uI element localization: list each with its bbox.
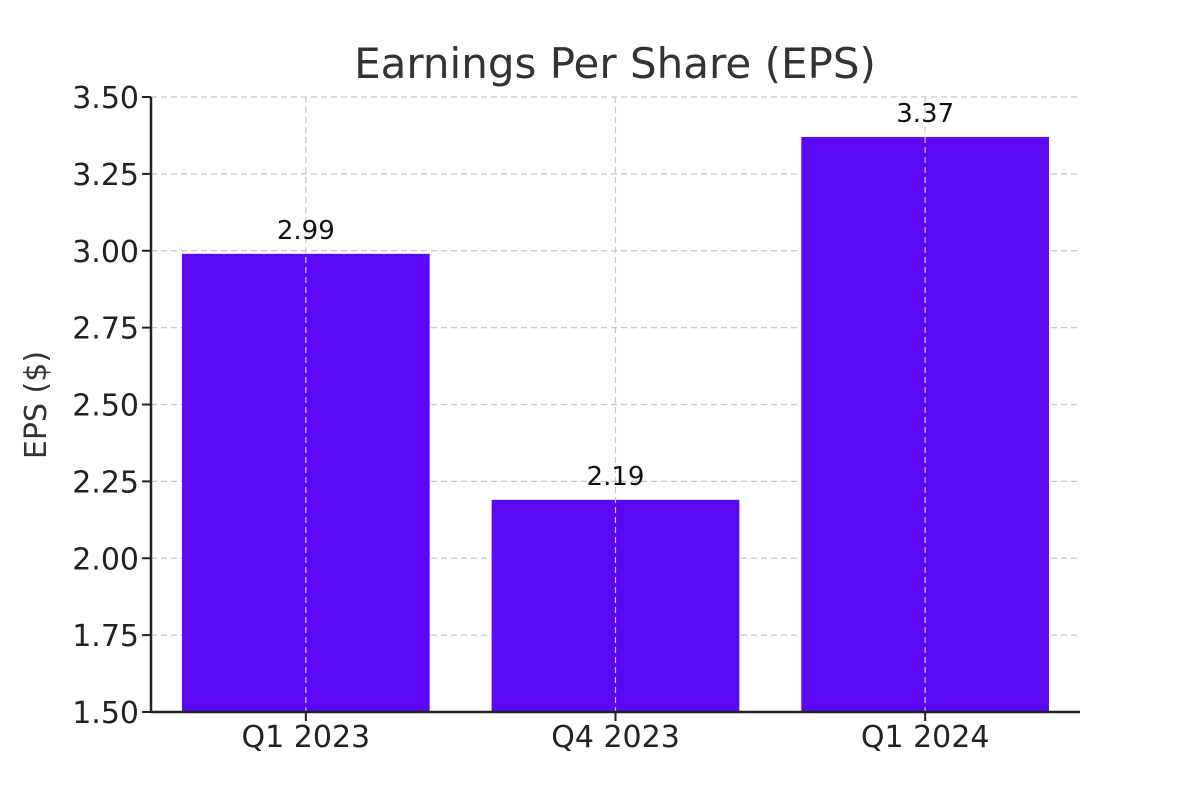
chart-title: Earnings Per Share (EPS) <box>354 39 876 88</box>
data-labels: 2.99 2.19 3.37 <box>277 99 954 492</box>
x-tick-label: Q1 2024 <box>861 720 990 755</box>
y-tick-label: 3.00 <box>72 235 139 270</box>
y-tick-label: 2.75 <box>72 312 139 347</box>
y-tick-label: 2.25 <box>72 465 139 500</box>
y-tick-label: 2.50 <box>72 389 139 424</box>
y-tick-label: 1.50 <box>72 696 139 731</box>
bar <box>491 499 740 712</box>
x-tick-label: Q1 2023 <box>242 720 371 755</box>
y-axis-label: EPS ($) <box>19 351 54 459</box>
y-tick-label: 1.75 <box>72 619 139 654</box>
data-label: 2.19 <box>587 462 645 492</box>
x-grid-lines <box>305 97 926 712</box>
y-tick-label: 3.25 <box>72 158 139 193</box>
bar <box>801 136 1050 713</box>
y-tick-label: 3.50 <box>72 81 139 116</box>
y-tick-label: 2.00 <box>72 542 139 577</box>
tick-labels: 1.50 1.75 2.00 2.25 2.50 2.75 3.00 3.25 3.50 Q1 2… <box>72 81 989 755</box>
x-tick-label: Q4 2023 <box>551 720 680 755</box>
data-label: 3.37 <box>896 99 954 129</box>
axes <box>142 96 1080 721</box>
data-label: 2.99 <box>277 216 335 246</box>
